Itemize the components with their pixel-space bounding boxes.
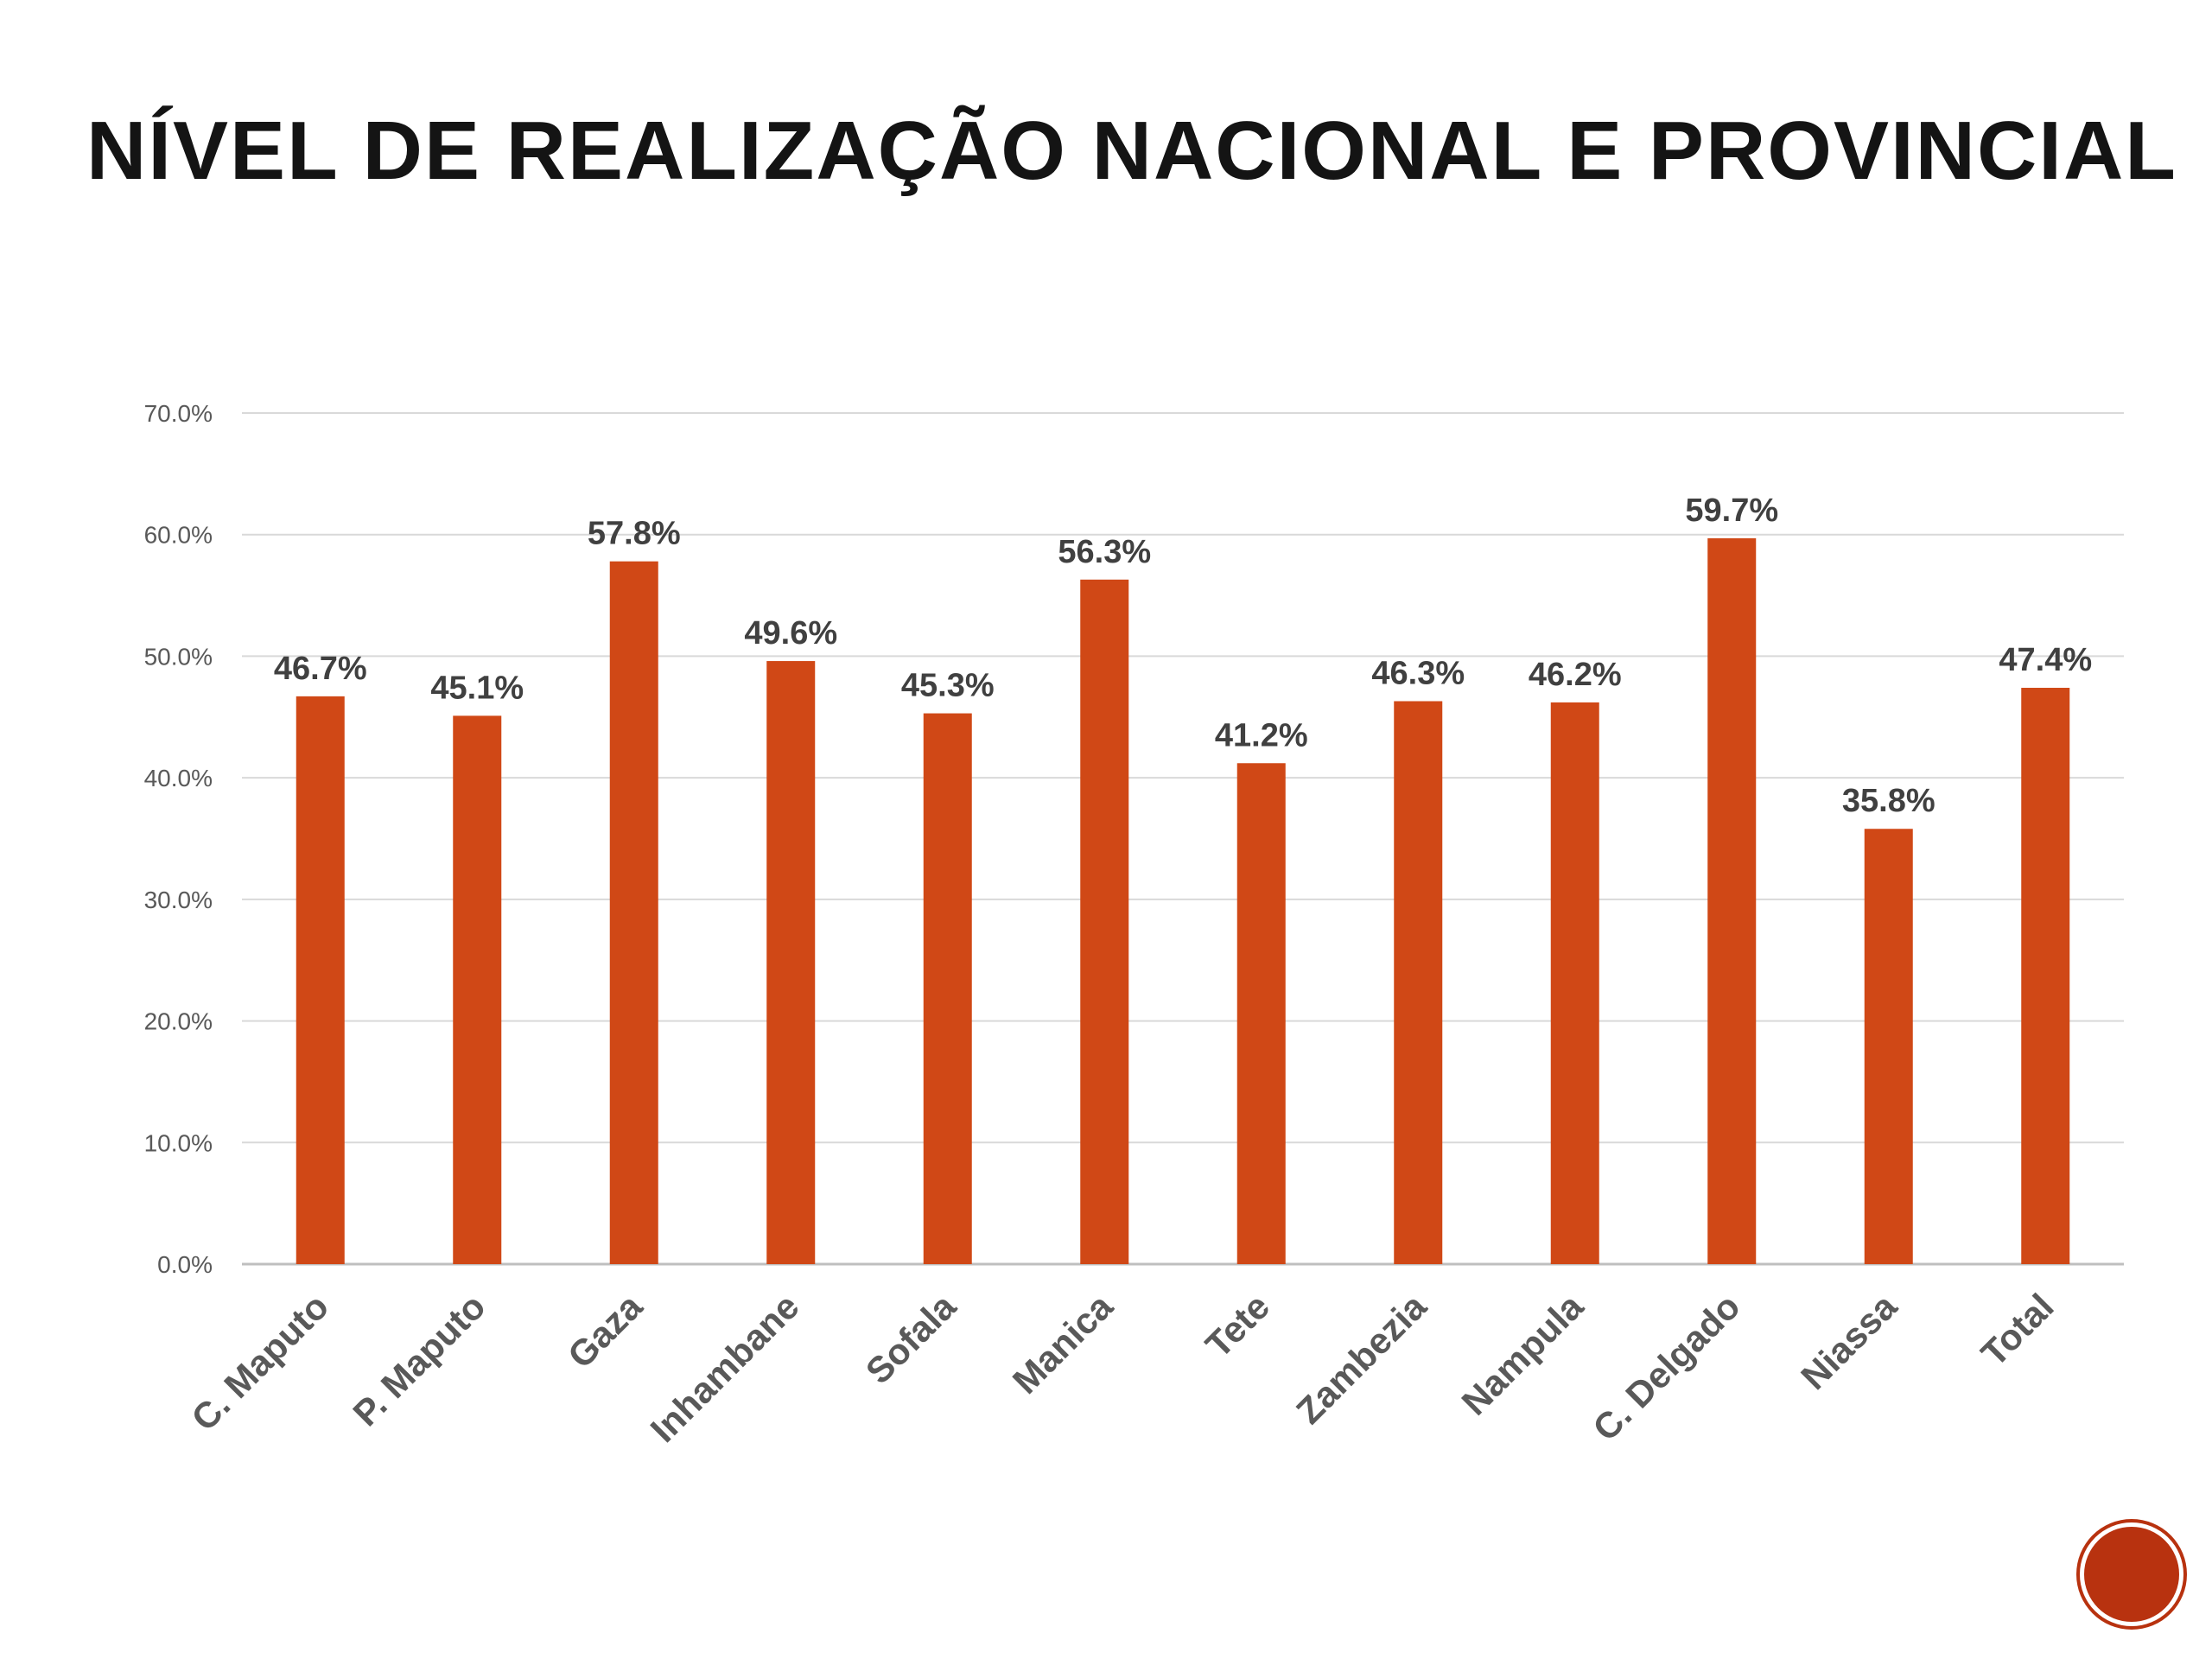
gridlines	[242, 412, 2124, 1266]
slide-number	[2084, 1527, 2179, 1622]
bar	[1236, 763, 1286, 1264]
y-tick-label: 60.0%	[144, 522, 213, 549]
x-tick-label: Manica	[1005, 1286, 1121, 1402]
bar	[1707, 537, 1757, 1264]
data-label: 35.8%	[1842, 783, 1936, 819]
y-tick-label: 30.0%	[144, 887, 213, 913]
data-label: 46.3%	[1371, 655, 1465, 691]
x-tick-label: Total	[1974, 1286, 2062, 1374]
data-label: 47.4%	[1999, 642, 2092, 678]
bar	[1394, 701, 1443, 1264]
bar	[453, 715, 502, 1264]
x-tick-label: C. Maputo	[183, 1286, 336, 1439]
y-axis-ticks: 0.0% 10.0% 20.0% 30.0% 40.0% 50.0% 60.0% 70.0%	[144, 400, 213, 1278]
bar	[766, 661, 816, 1264]
x-tick-label: Nampula	[1453, 1286, 1591, 1423]
data-labels: 46.7% 45.1% 57.8% 49.6% 45.3% 56.3% 41.2% 46.3%…	[274, 493, 2092, 819]
data-label: 56.3%	[1058, 534, 1151, 570]
x-tick-label: Niassa	[1793, 1286, 1904, 1397]
data-label: 41.2%	[1215, 717, 1308, 753]
bar	[609, 561, 658, 1264]
slide-title: NÍVEL DE REALIZAÇÃO NACIONAL E PROVINCIA…	[86, 105, 2177, 197]
y-tick-label: 50.0%	[144, 643, 213, 670]
data-label: 46.2%	[1529, 657, 1622, 693]
data-label: 46.7%	[274, 651, 367, 687]
y-tick-label: 70.0%	[144, 400, 213, 427]
bars	[296, 537, 2070, 1264]
bar	[1550, 702, 1599, 1264]
bar	[923, 713, 972, 1264]
y-tick-label: 40.0%	[144, 765, 213, 791]
x-tick-label: Zambezia	[1288, 1286, 1434, 1432]
x-tick-label: Inhambane	[643, 1286, 807, 1450]
bar	[296, 696, 345, 1264]
y-tick-label: 20.0%	[144, 1008, 213, 1035]
slide-number-badge	[2084, 1527, 2179, 1622]
bar	[1864, 829, 1913, 1264]
data-label: 45.1%	[430, 670, 524, 706]
data-label: 59.7%	[1685, 493, 1778, 529]
data-label: 57.8%	[588, 516, 681, 552]
x-tick-label: Sofala	[858, 1286, 964, 1392]
x-tick-label: Tete	[1198, 1286, 1277, 1365]
x-tick-label: C. Delgado	[1585, 1286, 1747, 1448]
bar	[2021, 688, 2070, 1264]
x-tick-label: P. Maputo	[345, 1286, 493, 1433]
y-tick-label: 10.0%	[144, 1129, 213, 1156]
x-tick-label: Gaza	[560, 1286, 651, 1376]
bar	[1080, 579, 1129, 1264]
data-label: 49.6%	[744, 615, 837, 652]
data-label: 45.3%	[901, 668, 995, 704]
y-tick-label: 0.0%	[157, 1251, 213, 1278]
